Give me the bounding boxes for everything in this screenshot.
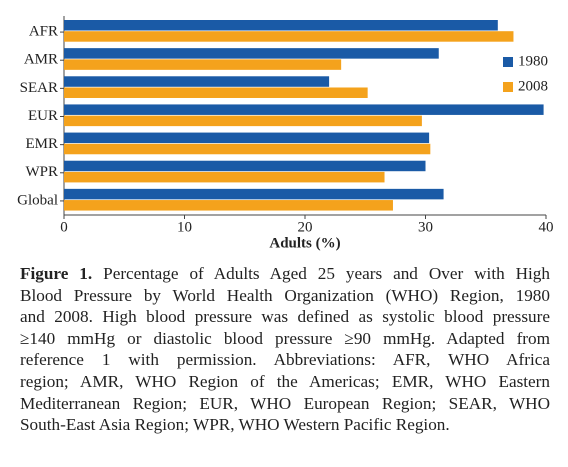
caption-line: Mediterranean Region; EUR, WHO European … <box>20 393 550 415</box>
caption-line: Figure 1. Percentage of Adults Aged 25 y… <box>20 263 550 285</box>
bar <box>64 188 444 200</box>
caption-text: region; AMR, WHO Region of the Americas;… <box>20 371 550 391</box>
bar <box>64 48 439 59</box>
y-tick-label: AMR <box>24 52 58 68</box>
chart: Adults (%) 0 10 20 30 40 AFR AMR SEAR EUR EMR WPR G… <box>17 16 554 251</box>
y-tick-label: WPR <box>25 164 58 180</box>
bar <box>64 143 431 155</box>
x-tick-label: 0 <box>60 219 68 235</box>
x-axis-label: Adults (%) <box>269 235 340 251</box>
caption-text: Mediterranean Region; EUR, WHO European … <box>20 393 550 413</box>
legend-swatch <box>503 57 513 67</box>
bar <box>64 104 544 115</box>
caption-text: South-East Asia Region; WPR, WHO Western… <box>20 415 450 435</box>
caption-text: Percentage of Adults Aged 25 years and O… <box>103 264 550 283</box>
bar <box>64 59 342 70</box>
legend-swatch <box>503 82 513 92</box>
caption-line: South-East Asia Region; WPR, WHO Western… <box>20 414 550 436</box>
caption-text: and 2008. High blood pressure was define… <box>20 307 550 327</box>
y-tick-label: EMR <box>25 136 58 152</box>
bar <box>64 20 498 31</box>
caption: Figure 1. Percentage of Adults Aged 25 y… <box>20 263 550 436</box>
caption-line: region; AMR, WHO Region of the Americas;… <box>20 371 550 393</box>
legend-label: 1980 <box>518 53 548 69</box>
y-tick-label: AFR <box>29 24 58 40</box>
caption-line: and 2008. High blood pressure was define… <box>20 306 550 328</box>
y-tick-label: EUR <box>28 108 58 124</box>
bar <box>64 87 368 98</box>
y-tick-label: Global <box>17 192 58 208</box>
legend-label: 2008 <box>518 78 548 94</box>
x-tick-label: 30 <box>418 219 433 235</box>
bar <box>64 200 393 211</box>
caption-text: Blood Pressure by World Health Organizat… <box>20 285 550 305</box>
caption-text: reference 1 with permission. Abbreviatio… <box>20 350 550 370</box>
bar <box>64 171 385 183</box>
bar <box>64 76 330 87</box>
bar <box>64 31 514 42</box>
bar <box>64 132 430 144</box>
x-tick-label: 10 <box>177 219 192 235</box>
caption-line: reference 1 with permission. Abbreviatio… <box>20 349 550 371</box>
caption-text: ≥140 mmHg or diastolic blood pressure ≥9… <box>20 328 550 348</box>
caption-line: Blood Pressure by World Health Organizat… <box>20 285 550 307</box>
caption-label: Figure 1. <box>20 264 93 283</box>
y-tick-label: SEAR <box>20 80 58 96</box>
x-tick-label: 40 <box>539 219 554 235</box>
bar <box>64 160 426 172</box>
caption-line: ≥140 mmHg or diastolic blood pressure ≥9… <box>20 328 550 350</box>
bar <box>64 115 422 127</box>
x-tick-label: 20 <box>298 219 313 235</box>
